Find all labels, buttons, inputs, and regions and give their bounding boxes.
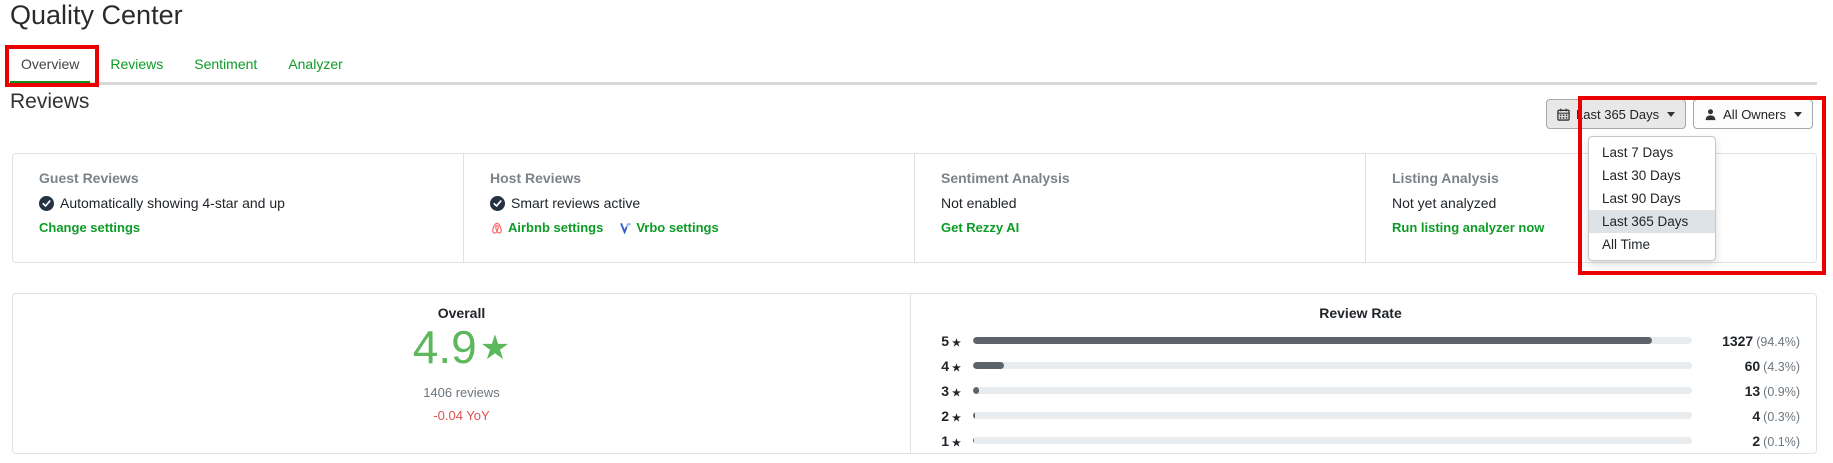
page-title: Quality Center bbox=[10, 0, 183, 30]
link-get-rezzy-ai[interactable]: Get Rezzy AI bbox=[941, 220, 1019, 235]
overall-title: Overall bbox=[437, 305, 486, 321]
section-title: Reviews bbox=[10, 90, 90, 113]
review-rate-row-4-star: 4 ★ 60 (4.3%) bbox=[921, 353, 1800, 378]
date-range-button[interactable]: Last 365 Days bbox=[1546, 99, 1687, 129]
link-label: Run listing analyzer now bbox=[1392, 220, 1545, 235]
menu-item-last-365-days[interactable]: Last 365 Days bbox=[1589, 210, 1715, 233]
card-guest-reviews: Guest Reviews Automatically showing 4-sta… bbox=[13, 154, 463, 262]
link-airbnb-settings[interactable]: Airbnb settings bbox=[490, 220, 603, 235]
link-run-listing-analyzer-now[interactable]: Run listing analyzer now bbox=[1392, 220, 1544, 235]
review-rate-row-5-star: 5 ★ 1327 (94.4%) bbox=[921, 328, 1800, 353]
card-status: Automatically showing 4-star and up bbox=[39, 195, 437, 211]
card-status: Not enabled bbox=[941, 195, 1339, 211]
card-title: Guest Reviews bbox=[39, 170, 139, 186]
tab-sentiment[interactable]: Sentiment bbox=[194, 56, 258, 72]
rating-bar-track bbox=[973, 337, 1692, 344]
date-range-menu: Last 7 Days Last 30 Days Last 90 Days Last … bbox=[1588, 136, 1716, 261]
star-row-label: 4 ★ bbox=[941, 357, 961, 374]
card-title: Listing Analysis bbox=[1392, 170, 1499, 186]
link-label: Vrbo settings bbox=[636, 220, 719, 235]
rating-bar-track bbox=[973, 362, 1692, 369]
review-rate-row-2-star: 2 ★ 4 (0.3%) bbox=[921, 403, 1800, 428]
tab-overview[interactable]: Overview bbox=[10, 48, 91, 85]
star-row-label: 1 ★ bbox=[941, 432, 961, 449]
overall-rating-section: Overall 4.9★ 1406 reviews -0.04 YoY bbox=[13, 294, 910, 453]
star-icon: ★ bbox=[479, 329, 511, 367]
card-status-text: Smart reviews active bbox=[511, 195, 641, 211]
menu-item-all-time[interactable]: All Time bbox=[1602, 237, 1651, 252]
card-status: Smart reviews active bbox=[490, 195, 888, 211]
card-status: Not yet analyzed bbox=[1392, 195, 1790, 211]
yoy-change: -0.04 YoY bbox=[433, 408, 490, 423]
vrbo-icon bbox=[619, 221, 632, 234]
review-rate-section: Review Rate 5 ★ 1327 (94.4%) 4 ★ 60 (4.3%) 3 ★ 13(… bbox=[910, 294, 1816, 453]
star-icon: ★ bbox=[952, 387, 961, 399]
card-title: Host Reviews bbox=[490, 170, 582, 186]
link-vrbo-settings[interactable]: Vrbo settings bbox=[619, 220, 719, 235]
rating-count: 4 (0.3%) bbox=[1752, 407, 1800, 424]
menu-item-last-30-days[interactable]: Last 30 Days bbox=[1602, 168, 1681, 183]
card-host-reviews: Host Reviews Smart reviews active Airbnb s… bbox=[463, 154, 914, 262]
card-status-text: Not yet analyzed bbox=[1392, 195, 1497, 211]
rating-count: 13 (0.9%) bbox=[1744, 382, 1800, 399]
tab-reviews[interactable]: Reviews bbox=[110, 56, 164, 72]
star-icon: ★ bbox=[952, 337, 961, 349]
rating-count: 60 (4.3%) bbox=[1744, 357, 1800, 374]
card-links: Airbnb settings Vrbo settings bbox=[490, 220, 888, 235]
menu-item-last-7-days[interactable]: Last 7 Days bbox=[1602, 145, 1674, 160]
filter-button-group: Last 365 Days All Owners bbox=[1546, 99, 1813, 129]
ratings-panel: Overall 4.9★ 1406 reviews -0.04 YoY Revi… bbox=[12, 293, 1817, 454]
rating-bar-track bbox=[973, 387, 1692, 394]
star-row-label: 3 ★ bbox=[941, 382, 961, 399]
link-label: Change settings bbox=[39, 220, 141, 235]
review-rate-row-3-star: 3 ★ 13 (0.9%) bbox=[921, 378, 1800, 403]
card-title: Sentiment Analysis bbox=[941, 170, 1070, 186]
review-rate-row-1-star: 1 ★ 2 (0.1%) bbox=[921, 428, 1800, 453]
rating-count: 1327 (94.4%) bbox=[1722, 332, 1800, 349]
menu-item-last-90-days[interactable]: Last 90 Days bbox=[1602, 191, 1681, 206]
check-circle-icon bbox=[39, 195, 54, 211]
chevron-down-icon bbox=[1794, 111, 1802, 117]
rating-bar-fill bbox=[973, 387, 980, 394]
star-icon: ★ bbox=[952, 412, 961, 424]
rating-bar-fill bbox=[973, 362, 1004, 369]
overall-rating: 4.9★ bbox=[13, 322, 910, 384]
card-links: Run listing analyzer now bbox=[1392, 220, 1790, 235]
airbnb-icon bbox=[490, 221, 504, 235]
link-change-settings[interactable]: Change settings bbox=[39, 220, 140, 235]
calendar-icon bbox=[1557, 108, 1570, 121]
card-sentiment-analysis: Sentiment Analysis Not enabled Get Rezzy A… bbox=[914, 154, 1365, 262]
rating-bar-fill bbox=[973, 437, 974, 444]
link-label: Get Rezzy AI bbox=[941, 220, 1020, 235]
reviews-count: 1406 reviews bbox=[423, 385, 500, 400]
rating-bar-fill bbox=[973, 412, 976, 419]
star-row-label: 5 ★ bbox=[941, 332, 961, 349]
check-circle-icon bbox=[490, 195, 505, 211]
owner-filter-button-label: All Owners bbox=[1723, 106, 1786, 122]
overall-rating-value: 4.9 bbox=[412, 321, 477, 373]
summary-cards-panel: Guest Reviews Automatically showing 4-sta… bbox=[12, 153, 1817, 263]
star-icon: ★ bbox=[952, 362, 961, 374]
review-rate-title: Review Rate bbox=[1319, 305, 1402, 321]
card-listing-analysis: Listing Analysis Not yet analyzed Run list… bbox=[1365, 154, 1816, 262]
card-links: Change settings bbox=[39, 220, 437, 235]
rating-bar-track bbox=[973, 437, 1692, 444]
card-status-text: Automatically showing 4-star and up bbox=[60, 195, 285, 211]
card-links: Get Rezzy AI bbox=[941, 220, 1339, 235]
tab-bar: Overview Reviews Sentiment Analyzer bbox=[10, 48, 1817, 85]
rating-bar-fill bbox=[973, 337, 1652, 344]
link-label: Airbnb settings bbox=[508, 220, 604, 235]
rating-bar-track bbox=[973, 412, 1692, 419]
card-status-text: Not enabled bbox=[941, 195, 1017, 211]
owner-filter-button[interactable]: All Owners bbox=[1693, 99, 1813, 129]
person-icon bbox=[1704, 108, 1717, 121]
tab-analyzer[interactable]: Analyzer bbox=[288, 56, 343, 72]
chevron-down-icon bbox=[1667, 111, 1676, 117]
review-rate-rows: 5 ★ 1327 (94.4%) 4 ★ 60 (4.3%) 3 ★ 13 (0.9%) 2 ★ 4 (0.3… bbox=[921, 328, 1800, 453]
date-range-button-label: Last 365 Days bbox=[1576, 106, 1660, 122]
star-row-label: 2 ★ bbox=[941, 407, 961, 424]
star-icon: ★ bbox=[952, 437, 961, 449]
rating-count: 2 (0.1%) bbox=[1752, 432, 1800, 449]
